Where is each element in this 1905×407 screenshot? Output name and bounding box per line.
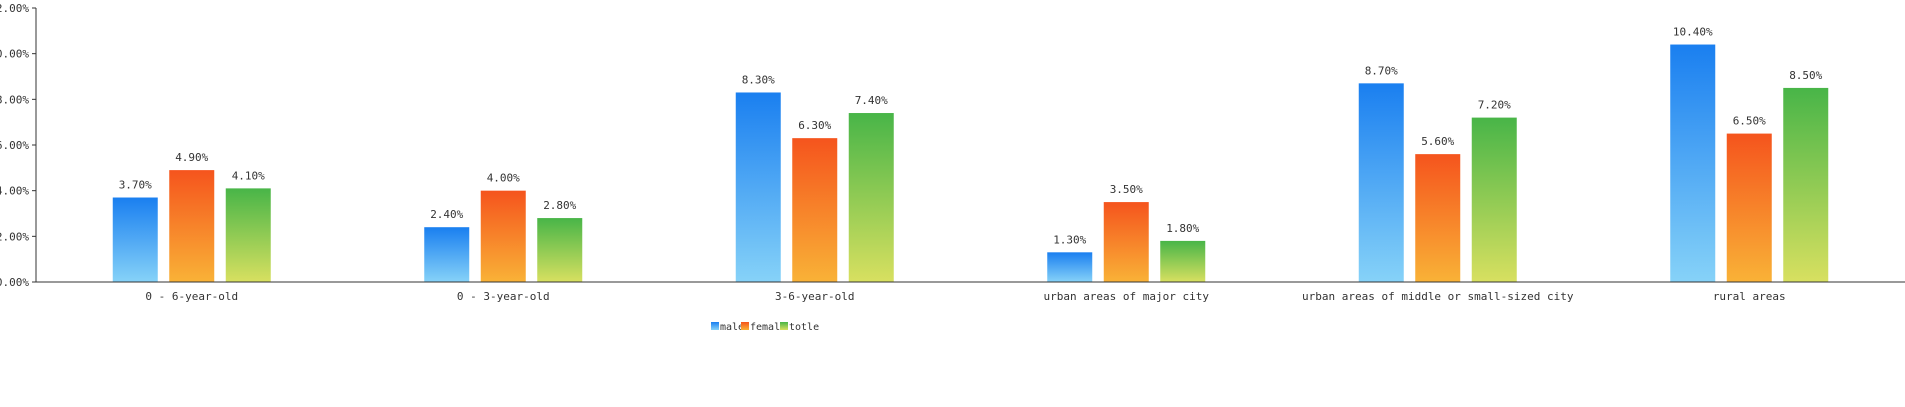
data-label: 7.20% [1478, 99, 1511, 112]
y-tick-label: 0.00% [0, 276, 29, 289]
bar-female [1415, 154, 1461, 282]
data-label: 10.40% [1673, 26, 1713, 39]
bar-totle [1471, 117, 1517, 282]
x-tick-label: rural areas [1713, 290, 1786, 303]
legend-label-male[interactable]: male [720, 322, 744, 333]
data-label: 1.30% [1053, 233, 1086, 246]
bar-male [735, 92, 781, 282]
y-tick-label: 12.00% [0, 2, 29, 15]
data-label: 4.00% [487, 172, 520, 185]
bar-female [792, 138, 838, 282]
legend-swatch-totle[interactable] [780, 322, 788, 330]
bar-female [1726, 133, 1772, 282]
y-tick-label: 8.00% [0, 93, 29, 106]
bars [112, 44, 1829, 283]
legend-swatch-male[interactable] [711, 322, 719, 330]
data-label: 2.40% [430, 208, 463, 221]
bar-female [480, 190, 526, 282]
bar-totle [225, 188, 271, 282]
bar-female [1103, 202, 1149, 282]
x-tick-label: 0 - 6-year-old [145, 290, 238, 303]
bar-male [112, 197, 158, 282]
bar-male [424, 227, 470, 282]
x-tick-label: urban areas of major city [1043, 290, 1209, 303]
legend-swatch-female[interactable] [741, 322, 749, 330]
data-label: 5.60% [1421, 135, 1454, 148]
y-tick-label: 10.00% [0, 48, 29, 61]
data-label: 3.70% [119, 179, 152, 192]
x-tick-label: 3-6-year-old [775, 290, 854, 303]
data-label: 3.50% [1110, 183, 1143, 196]
bar-male [1670, 44, 1716, 283]
data-label: 4.10% [232, 169, 265, 182]
x-axis: 0 - 6-year-old 0 - 3-year-old 3-6-year-old… [36, 281, 1905, 303]
data-label: 8.30% [742, 73, 775, 86]
bar-male [1358, 83, 1404, 282]
data-label: 2.80% [543, 199, 576, 212]
bar-totle [1783, 87, 1829, 283]
legend-label-totle[interactable]: totle [789, 322, 819, 333]
data-label: 6.30% [798, 119, 831, 132]
data-label: 4.90% [175, 151, 208, 164]
bar-totle [537, 218, 583, 282]
data-label: 7.40% [855, 94, 888, 107]
data-labels: 3.70% 4.90% 4.10% 2.40% 4.00% 2.80% 8.30% 6.30%… [119, 26, 1823, 247]
legend-label-female[interactable]: female [750, 322, 786, 333]
data-label: 8.50% [1789, 69, 1822, 82]
y-tick-label: 4.00% [0, 185, 29, 198]
x-tick-label: 0 - 3-year-old [457, 290, 550, 303]
data-label: 6.50% [1733, 115, 1766, 128]
bar-totle [1160, 240, 1206, 282]
bar-male [1047, 252, 1093, 282]
bar-totle [848, 113, 894, 283]
y-axis: 0.00% 2.00% 4.00% 6.00% 8.00% 10.00% 12.00% [0, 2, 37, 289]
bar-female [169, 170, 215, 282]
data-label: 8.70% [1365, 64, 1398, 77]
legend: male female totle [711, 322, 819, 333]
x-tick-label: urban areas of middle or small-sized cit… [1302, 290, 1574, 303]
data-label: 1.80% [1166, 222, 1199, 235]
y-tick-label: 2.00% [0, 230, 29, 243]
y-tick-label: 6.00% [0, 139, 29, 152]
